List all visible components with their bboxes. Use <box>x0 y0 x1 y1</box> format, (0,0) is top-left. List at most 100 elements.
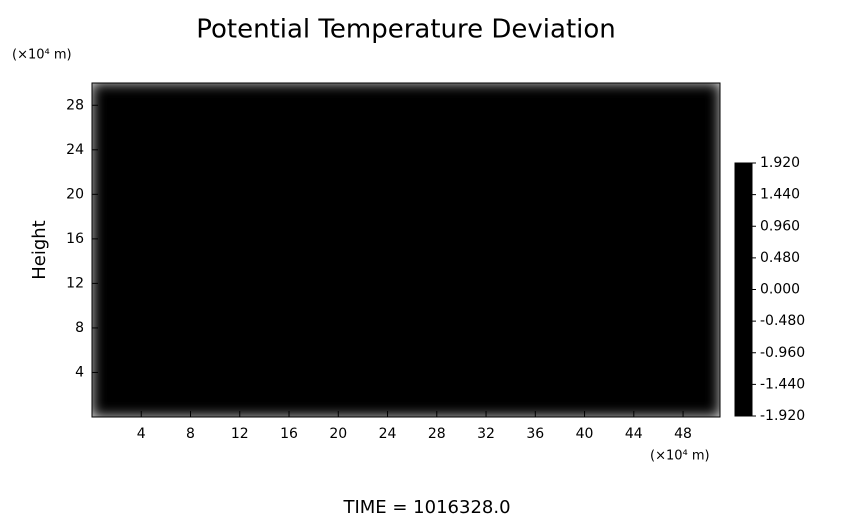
heat-cell <box>275 393 315 417</box>
time-annotation: TIME = 1016328.0 <box>342 497 510 518</box>
heat-cell <box>423 393 463 417</box>
colorbar-band <box>735 182 752 188</box>
heat-cell <box>460 326 500 352</box>
heat-cell <box>534 193 574 218</box>
heat-cell <box>423 371 463 396</box>
heat-cell <box>127 148 167 174</box>
colorbar-band <box>735 246 752 251</box>
heat-cell <box>349 371 389 396</box>
heat-cell <box>312 148 352 174</box>
heat-cell <box>127 349 167 374</box>
heat-cell <box>682 304 720 329</box>
colorbar-band <box>735 332 752 338</box>
heat-cell <box>460 104 500 129</box>
heat-cell <box>238 148 278 174</box>
heat-cell <box>275 193 315 218</box>
colorbar-band <box>735 242 752 247</box>
heat-cell <box>312 393 352 417</box>
heat-cell <box>238 304 278 329</box>
heat-cell <box>497 304 537 329</box>
heat-cell <box>201 148 241 174</box>
colorbar-band <box>735 186 752 192</box>
heat-cell <box>349 349 389 374</box>
heat-cell <box>608 371 648 396</box>
heat-cell <box>534 371 574 396</box>
heat-cell <box>534 171 574 196</box>
heat-cell <box>386 282 426 307</box>
heat-cell <box>608 237 648 263</box>
colorbar-band <box>735 364 752 370</box>
heat-cell <box>275 371 315 396</box>
axes: 4 8 12 16 20 24 28 32 36 40 44 48481216202428-1.920… <box>66 82 805 442</box>
heat-cell <box>312 171 352 196</box>
heat-cell <box>127 83 167 107</box>
heat-cell <box>645 304 685 329</box>
heat-cell <box>497 193 537 218</box>
heat-cell <box>349 393 389 417</box>
colorbar-band <box>735 198 752 204</box>
colorbar-band <box>735 325 752 330</box>
x-tick-label: 20 <box>329 426 347 442</box>
heat-cell <box>92 282 130 307</box>
heat-cell <box>349 304 389 329</box>
colorbar-band <box>735 356 752 362</box>
heat-cell <box>92 104 130 129</box>
heat-cell <box>238 371 278 396</box>
heat-cell <box>497 349 537 374</box>
heat-cell <box>571 237 611 263</box>
heat-cell <box>238 171 278 196</box>
heat-cell <box>534 126 574 151</box>
heat-cell <box>608 83 648 107</box>
heat-cell <box>312 193 352 218</box>
colorbar-band <box>735 348 752 354</box>
x-tick-label: 28 <box>428 426 446 442</box>
heat-cell <box>238 104 278 129</box>
heat-cell <box>312 83 352 107</box>
heat-cell <box>682 148 720 174</box>
colorbar-band <box>735 336 752 342</box>
heat-cell <box>571 371 611 396</box>
colorbar-band <box>735 329 752 334</box>
heat-cell <box>238 393 278 417</box>
heat-cell <box>460 349 500 374</box>
colorbar-band <box>735 388 752 393</box>
heat-cell <box>275 349 315 374</box>
heat-cell <box>201 193 241 218</box>
heat-cell <box>164 148 204 174</box>
heat-cell <box>127 237 167 263</box>
x-tick-label: 40 <box>576 426 594 442</box>
heat-cell <box>682 237 720 263</box>
heat-cell <box>164 304 204 329</box>
heat-cell <box>127 193 167 218</box>
heat-cell <box>349 148 389 174</box>
heat-cell <box>423 326 463 352</box>
colorbar-band <box>735 253 752 259</box>
heat-cell <box>312 215 352 240</box>
y-tick-label: 12 <box>66 275 84 291</box>
heat-cell <box>608 148 648 174</box>
heat-cell <box>645 237 685 263</box>
colorbar-band <box>735 174 752 180</box>
heat-cell <box>497 104 537 129</box>
heat-cell <box>460 304 500 329</box>
heat-cell <box>127 326 167 352</box>
heat-cell <box>164 371 204 396</box>
heat-cell <box>423 171 463 196</box>
colorbar-band <box>735 376 752 381</box>
colorbar-band <box>735 360 752 366</box>
colorbar-band <box>735 226 752 231</box>
heat-cell <box>386 193 426 218</box>
heat-cell <box>645 260 685 285</box>
heat-cell <box>127 215 167 240</box>
colorbar-label: 0.480 <box>760 250 800 266</box>
chart-title: Potential Temperature Deviation <box>196 15 616 45</box>
heat-cell <box>127 260 167 285</box>
heat-cell <box>645 83 685 107</box>
heat-cell <box>312 304 352 329</box>
heat-cell <box>164 215 204 240</box>
heat-cell <box>349 83 389 107</box>
x-unit: (×10⁴ m) <box>650 449 710 464</box>
heat-cell <box>497 371 537 396</box>
heat-cell <box>92 326 130 352</box>
heat-cell <box>497 171 537 196</box>
